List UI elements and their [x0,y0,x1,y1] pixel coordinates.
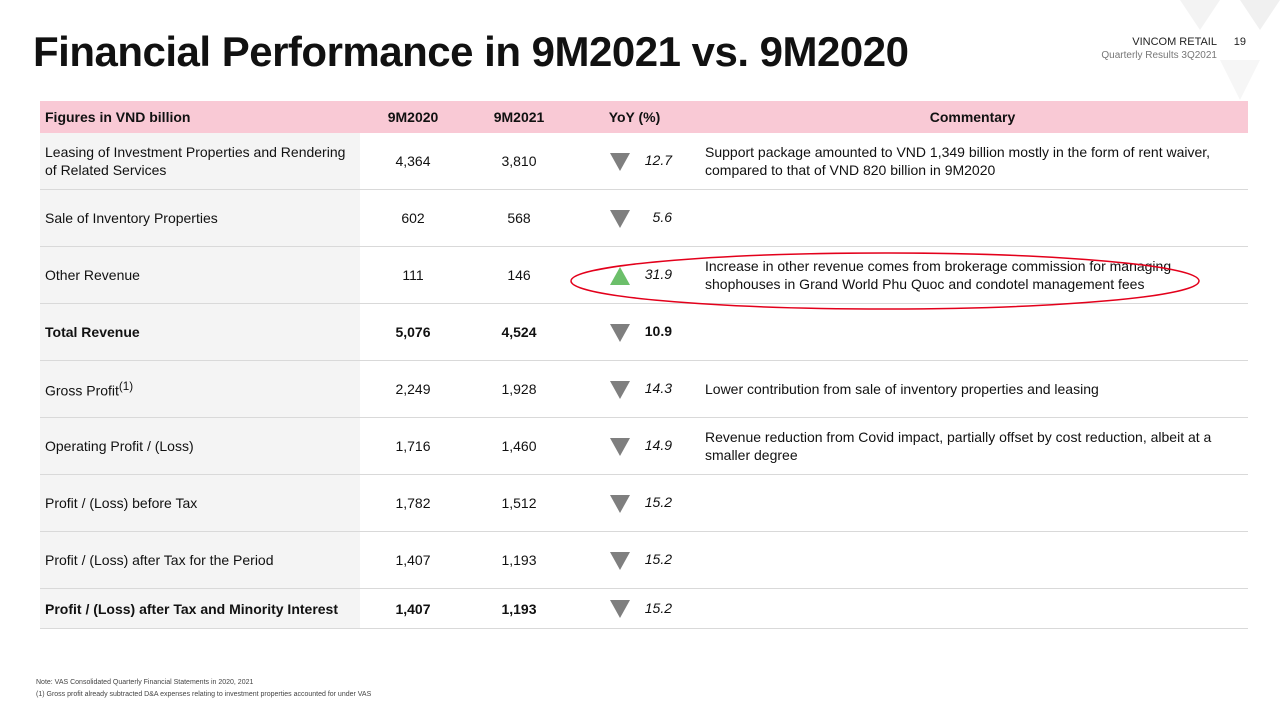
label-text: Other Revenue [45,267,140,283]
value-9m2021: 1,460 [466,417,572,475]
footnote-ref: (1) [118,380,134,394]
value-9m2021: 1,928 [466,360,572,418]
table: Figures in VND billion 9M2020 9M2021 YoY (%… [40,101,1248,629]
trend-icon [610,494,630,513]
yoy-value: 15.2 [644,551,672,568]
company: VINCOM RETAIL [1132,36,1217,48]
yoy-cell: 31.9 [572,246,697,304]
subtitle: Quarterly Results 3Q2021 [1101,50,1217,61]
value-9m2021: 146 [466,246,572,304]
column-header: 9M2021 [466,101,572,133]
label-text: Gross Profit [45,382,119,399]
value-9m2021: 3,810 [466,133,572,190]
yoy-value: 14.3 [644,380,672,397]
commentary: Support package amounted to VND 1,349 bi… [697,133,1248,190]
table-row: Sale of Inventory Properties 602 568 5.6 [40,189,1248,247]
label-text: Leasing of Investment Properties and Ren… [45,144,346,178]
table-row: Gross Profit(1) 2,249 1,928 14.3 Lower contr… [40,360,1248,418]
row-label: Sale of Inventory Properties [40,189,360,247]
yoy-cell: 5.6 [572,189,697,247]
table-row: Operating Profit / (Loss) 1,716 1,460 14.9 R… [40,417,1248,475]
commentary [697,474,1248,532]
highlight-ellipse [570,252,1200,310]
row-label: Profit / (Loss) after Tax and Minority I… [40,588,360,629]
value-9m2020: 1,782 [360,474,466,532]
yoy-value: 10.9 [644,323,672,340]
commentary: Revenue reduction from Covid impact, par… [697,417,1248,475]
page-number: 19 [1233,36,1246,48]
label-text: Profit / (Loss) after Tax and Minority I… [45,600,339,617]
commentary [697,189,1248,247]
commentary [697,588,1248,629]
decoration [1180,0,1280,100]
value-9m2020: 1,407 [360,588,466,629]
commentary [697,303,1248,361]
label-text: Sale of Inventory Properties [45,210,218,226]
row-label: Other Revenue [40,246,360,304]
trend-icon [610,380,630,399]
value-9m2021: 1,512 [466,474,572,532]
trend-icon [610,437,630,456]
value-9m2020: 5,076 [360,303,466,361]
trend-icon [610,266,630,285]
table-row: Profit / (Loss) after Tax and Minority I… [40,588,1248,629]
value-9m2021: 568 [466,189,572,247]
yoy-value: 15.2 [644,494,672,511]
trend-icon [610,600,630,619]
row-label: Leasing of Investment Properties and Ren… [40,133,360,190]
column-header: Figures in VND billion [40,101,360,133]
yoy-value: 14.9 [644,437,672,454]
column-header: 9M2020 [360,101,466,133]
label-text: Profit / (Loss) after Tax for the Period [45,552,274,568]
commentary: Lower contribution from sale of inventor… [697,360,1248,418]
value-9m2020: 1,716 [360,417,466,475]
note: (1) Gross profit already subtracted D&A … [36,691,372,698]
row-label: Profit / (Loss) before Tax [40,474,360,532]
yoy-cell: 15.2 [572,588,697,629]
yoy-cell: 14.9 [572,417,697,475]
yoy-cell: 15.2 [572,531,697,589]
value-9m2021: 1,193 [466,588,572,629]
value-9m2020: 2,249 [360,360,466,418]
row-label: Total Revenue [40,303,360,361]
yoy-value: 5.6 [652,209,672,226]
value-9m2021: 1,193 [466,531,572,589]
yoy-cell: 15.2 [572,474,697,532]
notes: Note: VAS Consolidated Quarterly Financi… [36,677,371,701]
value-9m2020: 4,364 [360,133,466,190]
trend-icon [610,551,630,570]
header-row: Figures in VND billion 9M2020 9M2021 YoY (%… [40,101,1248,133]
commentary [697,531,1248,589]
value-9m2021: 4,524 [466,303,572,361]
trend-icon [610,323,630,342]
row-label: Operating Profit / (Loss) [40,417,360,475]
table-row: Profit / (Loss) before Tax 1,782 1,512 15.2 [40,474,1248,532]
title: Financial Performance in 9M2021 vs. 9M20… [33,28,909,75]
yoy-cell: 10.9 [572,303,697,361]
trend-icon [610,209,630,228]
table-row: Leasing of Investment Properties and Ren… [40,133,1248,190]
yoy-value: 31.9 [644,266,672,283]
label-text: Profit / (Loss) before Tax [45,495,198,511]
trend-icon [610,152,630,171]
yoy-value: 12.7 [644,152,672,169]
row-label: Profit / (Loss) after Tax for the Period [40,531,360,589]
table-row: Total Revenue 5,076 4,524 10.9 [40,303,1248,361]
yoy-cell: 14.3 [572,360,697,418]
value-9m2020: 111 [360,246,466,304]
column-header: YoY (%) [572,101,697,133]
column-header: Commentary [697,101,1248,133]
value-9m2020: 602 [360,189,466,247]
table-row: Profit / (Loss) after Tax for the Period… [40,531,1248,589]
yoy-value: 15.2 [644,599,672,616]
yoy-cell: 12.7 [572,133,697,190]
value-9m2020: 1,407 [360,531,466,589]
note: Note: VAS Consolidated Quarterly Financi… [36,679,254,686]
label-text: Operating Profit / (Loss) [45,438,194,454]
label-text: Total Revenue [45,324,140,340]
row-label: Gross Profit(1) [40,360,360,418]
